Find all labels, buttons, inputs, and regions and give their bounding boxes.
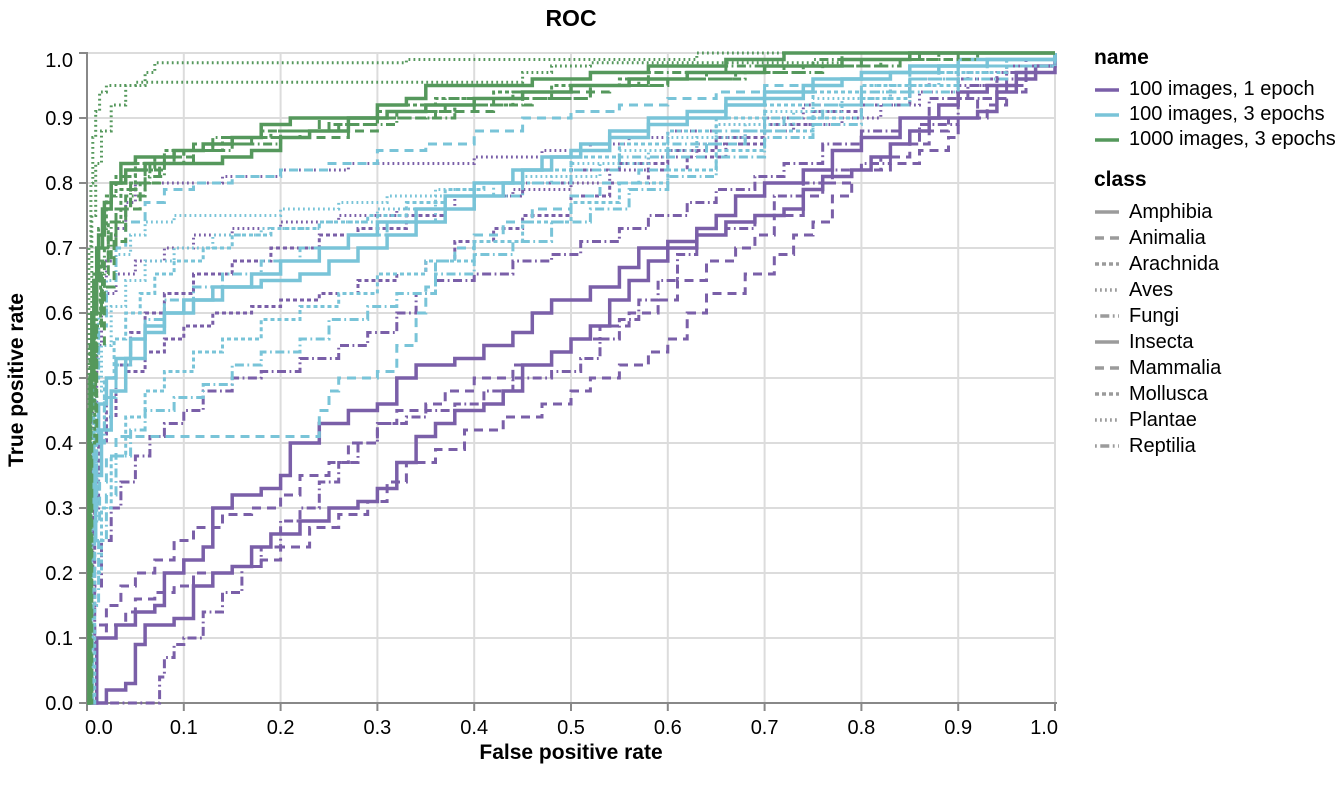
legend-swatch-line xyxy=(1095,87,1119,92)
roc-curve-100-images-3-epochs-plantae xyxy=(87,53,1057,705)
y-tick-label: 0.4 xyxy=(45,433,73,455)
legend-item-label: 100 images, 3 epochs xyxy=(1129,103,1325,125)
legend-item-class: Mollusca xyxy=(1094,381,1334,407)
roc-curve-100-images-3-epochs-aves xyxy=(87,53,1057,705)
y-tick-label: 0.1 xyxy=(45,628,73,650)
y-tick-label: 0.5 xyxy=(45,368,73,390)
y-tick-label: 0.2 xyxy=(45,563,73,585)
roc-curve-100-images-3-epochs-fungi xyxy=(87,53,1057,705)
roc-curve-100-images-3-epochs-mollusca xyxy=(87,53,1057,705)
legend-item-label: 100 images, 1 epoch xyxy=(1129,78,1315,100)
roc-curve-100-images-1-epoch-fungi xyxy=(87,53,1057,705)
legend-item-label: Reptilia xyxy=(1129,434,1196,457)
x-tick-label: 0.2 xyxy=(267,717,295,739)
x-tick-label: 0.9 xyxy=(944,717,972,739)
legend-swatch-line xyxy=(1095,236,1119,240)
x-axis-title: False positive rate xyxy=(479,741,663,764)
legend-swatch-line xyxy=(1095,112,1119,117)
x-tick-label: 1.0 xyxy=(1030,717,1058,739)
x-tick-label: 0.5 xyxy=(557,717,585,739)
legend-item-class: Plantae xyxy=(1094,407,1334,433)
legend-swatch-line xyxy=(1095,340,1119,344)
legend-class-items: Amphibia Animalia Arachnida Aves Fungi Insect… xyxy=(1094,199,1334,459)
x-tick-label: 0.8 xyxy=(847,717,875,739)
roc-curve-1000-images-3-epochs-reptilia xyxy=(87,51,1055,705)
chart-title: ROC xyxy=(545,5,597,31)
legend-swatch-line xyxy=(1095,210,1119,214)
x-tick-label: 0.0 xyxy=(85,717,113,739)
y-tick-label: 0.6 xyxy=(45,303,73,325)
roc-curve-1000-images-3-epochs-mammalia xyxy=(87,51,1055,705)
legend-swatch-line xyxy=(1095,444,1119,448)
legend-item-class: Insecta xyxy=(1094,329,1334,355)
legend-item-label: Animalia xyxy=(1129,226,1206,249)
legend-swatch-line xyxy=(1095,314,1119,318)
legend-item-class: Aves xyxy=(1094,277,1334,303)
roc-curve-100-images-1-epoch-mammalia xyxy=(87,53,1057,705)
legend-swatch-line xyxy=(1095,366,1119,370)
legend-item-label: 1000 images, 3 epochs xyxy=(1129,128,1336,150)
legend-item-class: Reptilia xyxy=(1094,433,1334,459)
roc-curve-100-images-1-epoch-amphibia xyxy=(87,53,1057,705)
roc-curve-100-images-1-epoch-animalia xyxy=(87,53,1057,705)
legend-item-name: 100 images, 3 epochs xyxy=(1094,102,1334,127)
legend-item-label: Insecta xyxy=(1129,330,1194,353)
x-tick-label: 0.7 xyxy=(751,717,779,739)
y-tick-label: 0.8 xyxy=(45,173,73,195)
legend-item-class: Amphibia xyxy=(1094,199,1334,225)
legend-item-class: Fungi xyxy=(1094,303,1334,329)
legend-item-name: 1000 images, 3 epochs xyxy=(1094,127,1336,152)
y-tick-label: 0.9 xyxy=(45,108,73,130)
legend-item-class: Animalia xyxy=(1094,225,1334,251)
legend-item-label: Fungi xyxy=(1129,304,1180,327)
legend-name-title: name xyxy=(1094,46,1149,69)
legend-item-label: Plantae xyxy=(1129,408,1197,431)
roc-curve-1000-images-3-epochs-plantae xyxy=(87,51,1055,705)
legend-item-name: 100 images, 1 epoch xyxy=(1094,77,1334,102)
x-tick-label: 0.4 xyxy=(460,717,488,739)
legend-swatch-line xyxy=(1095,288,1119,292)
y-axis-title: True positive rate xyxy=(5,293,28,467)
legend-swatch-line xyxy=(1095,137,1119,142)
legend-class-title: class xyxy=(1094,168,1147,191)
legend-swatch-line xyxy=(1095,418,1119,422)
legend-item-class: Arachnida xyxy=(1094,251,1334,277)
legend-swatch-line xyxy=(1095,262,1119,266)
roc-curve-100-images-3-epochs-arachnida xyxy=(87,53,1057,705)
legend-item-class: Mammalia xyxy=(1094,355,1334,381)
x-tick-label: 0.1 xyxy=(170,717,198,739)
roc-curve-100-images-3-epochs-insecta xyxy=(87,53,1057,705)
legend-item-label: Amphibia xyxy=(1129,200,1213,223)
x-tick-label: 0.3 xyxy=(363,717,391,739)
x-tick-label: 0.6 xyxy=(654,717,682,739)
roc-curve-1000-images-3-epochs-insecta xyxy=(87,51,1055,705)
y-tick-label: 1.0 xyxy=(45,50,73,72)
legend-name-items: 100 images, 1 epoch 100 images, 3 epochs 1… xyxy=(1094,77,1336,152)
legend-item-label: Arachnida xyxy=(1129,252,1220,275)
legend-item-label: Aves xyxy=(1129,278,1174,301)
y-tick-label: 0.3 xyxy=(45,498,73,520)
legend-item-label: Mollusca xyxy=(1129,382,1208,405)
y-tick-label: 0.7 xyxy=(45,238,73,260)
legend-item-label: Mammalia xyxy=(1129,356,1222,379)
y-tick-label: 0.0 xyxy=(45,693,73,715)
legend-swatch-line xyxy=(1095,392,1119,396)
legend: name 100 images, 1 epoch 100 images, 3 ep… xyxy=(1094,46,1336,473)
